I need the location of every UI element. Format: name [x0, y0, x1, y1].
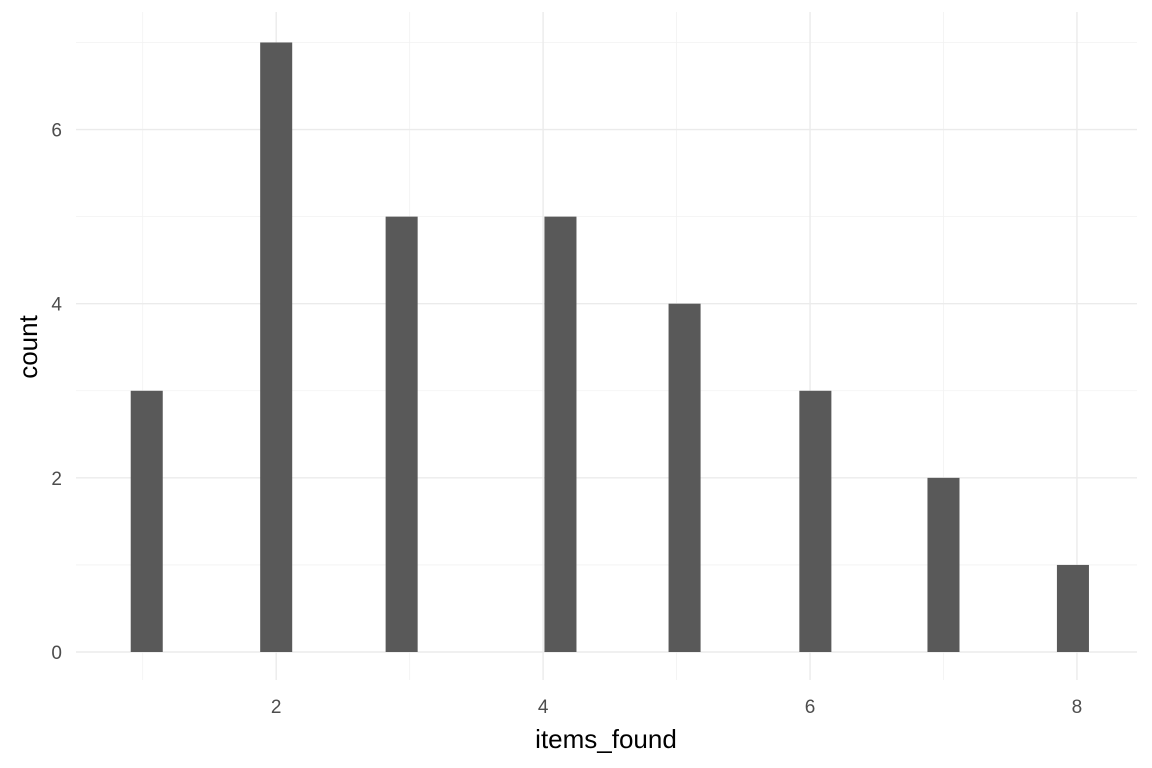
x-tick-label: 2 [271, 697, 282, 718]
x-tick-label: 6 [805, 697, 816, 718]
grid-lines [76, 12, 1137, 680]
y-tick-label: 6 [51, 121, 62, 142]
histogram-bar [385, 216, 418, 652]
x-axis-title: items_found [535, 724, 677, 754]
y-axis-ticks: 0 2 4 6 [51, 121, 62, 664]
histogram-bar [260, 42, 293, 652]
y-tick-label: 2 [51, 469, 62, 490]
y-tick-label: 0 [51, 643, 62, 664]
histogram-bar [1056, 564, 1089, 652]
x-axis-ticks: 2 4 6 8 [271, 697, 1082, 718]
histogram-bar [799, 390, 832, 652]
histogram-bar [544, 216, 577, 652]
x-tick-label: 8 [1072, 697, 1083, 718]
y-tick-label: 4 [51, 295, 62, 316]
histogram-bar [668, 303, 701, 652]
histogram-bar [130, 390, 163, 652]
histogram-bar [927, 477, 960, 652]
y-axis-title: count [13, 314, 43, 378]
x-tick-label: 4 [538, 697, 549, 718]
bars [130, 42, 1089, 652]
